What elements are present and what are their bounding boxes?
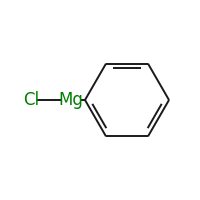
Text: Mg: Mg <box>59 91 83 109</box>
Text: Cl: Cl <box>23 91 39 109</box>
